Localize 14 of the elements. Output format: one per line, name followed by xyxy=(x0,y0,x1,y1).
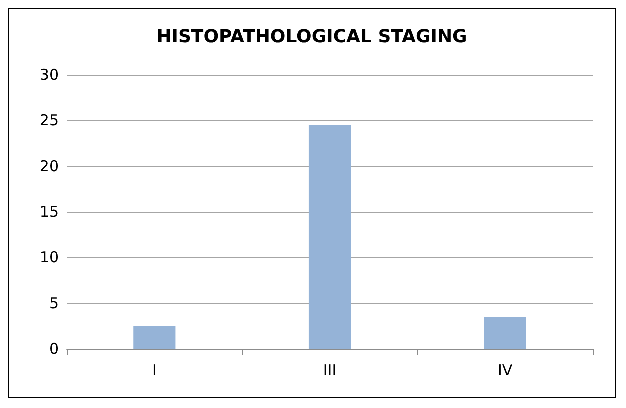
y-tick-label: 30 xyxy=(40,66,59,84)
x-tick-label: III xyxy=(323,362,337,380)
y-tick-label: 5 xyxy=(49,294,59,312)
y-tick-label: 0 xyxy=(49,340,59,358)
x-tick-label: I xyxy=(152,362,157,380)
chart-title: HISTOPATHOLOGICAL STAGING xyxy=(156,26,468,48)
bar xyxy=(134,326,176,349)
y-tick-label: 25 xyxy=(40,112,59,130)
y-tick-label: 15 xyxy=(40,203,59,221)
x-tick-label: IV xyxy=(498,362,514,380)
bar xyxy=(308,125,352,349)
y-tick-label: 20 xyxy=(40,157,59,176)
y-tick-label: 10 xyxy=(40,248,59,267)
bar xyxy=(484,317,526,349)
